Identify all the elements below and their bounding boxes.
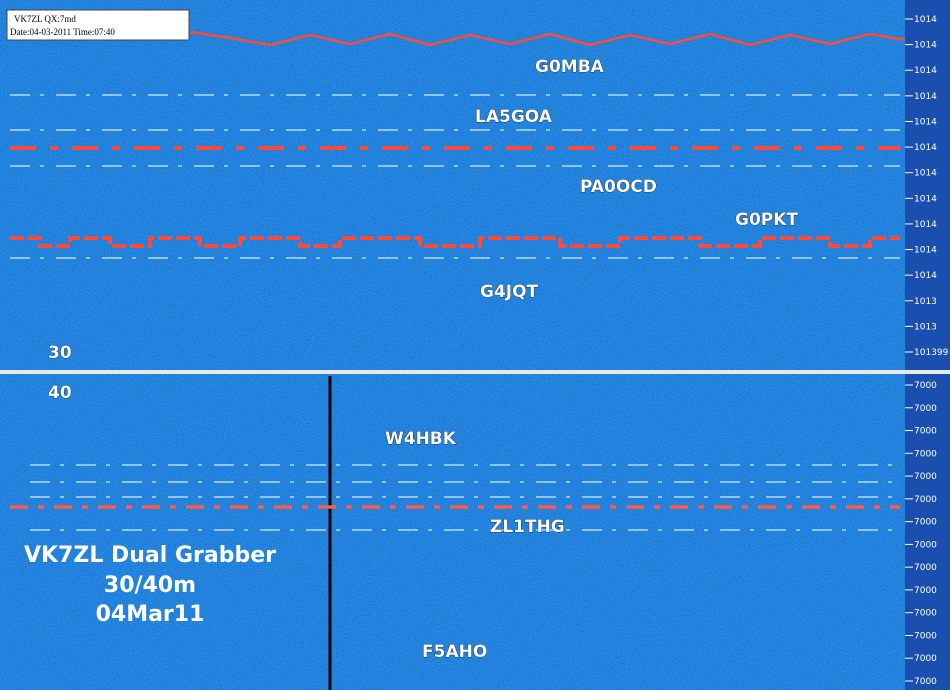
scale-label: 1014 (914, 117, 937, 127)
header-line: VK7ZL QX:7md (14, 14, 76, 24)
scale-label: 1014 (914, 169, 937, 179)
scale-label: 7000 (914, 404, 937, 414)
callsign: LA5GOA (475, 107, 553, 127)
scale-label: 1014 (914, 66, 937, 76)
header-line: Date:04-03-2011 Time:07:40 (10, 27, 115, 37)
scale-label: 7000 (914, 518, 937, 528)
scale-label: 7000 (914, 609, 937, 619)
callsign: W4HBK (385, 429, 457, 449)
caption: VK7ZL Dual Grabber (24, 543, 276, 568)
scale-label: 101399 (914, 348, 949, 358)
callsign: G0MBA (535, 57, 605, 77)
band-label: 40 (48, 383, 72, 403)
caption: 04Mar11 (96, 602, 205, 627)
scale-label: 7000 (914, 631, 937, 641)
scale-label: 1014 (914, 143, 937, 153)
scale-label: 7000 (914, 472, 937, 482)
scale-label: 7000 (914, 381, 937, 391)
panel-separator (0, 370, 950, 374)
scale-label: 1014 (914, 92, 937, 102)
grabber-screen: VK7ZL QX:7md Date:04-03-2011 Time:07:40 … (0, 0, 950, 690)
scale-label: 1013 (914, 297, 937, 307)
band-label: 30 (48, 343, 72, 363)
scale-label: 7000 (914, 427, 937, 437)
scale-label: 1014 (914, 194, 937, 204)
scale-label: 7000 (914, 677, 937, 687)
scale-label: 7000 (914, 563, 937, 573)
scale-label: 7000 (914, 586, 937, 596)
scale-label: 1014 (914, 220, 937, 230)
scale-label: 1014 (914, 246, 937, 256)
scale-label: 1014 (914, 15, 937, 25)
scale-label: 7000 (914, 654, 937, 664)
scale-label: 1014 (914, 271, 937, 281)
scale-label: 7000 (914, 540, 937, 550)
callsign: ZL1THG (490, 517, 565, 537)
callsign: F5AHO (422, 642, 487, 662)
scale-label: 7000 (914, 449, 937, 459)
callsign: G0PKT (735, 210, 798, 230)
scale-label: 1014 (914, 41, 937, 51)
callsign: G4JQT (480, 282, 539, 302)
scale-label: 7000 (914, 495, 937, 505)
scale-label: 1013 (914, 322, 937, 332)
caption: 30/40m (104, 573, 196, 598)
callsign: PA0OCD (580, 177, 657, 197)
